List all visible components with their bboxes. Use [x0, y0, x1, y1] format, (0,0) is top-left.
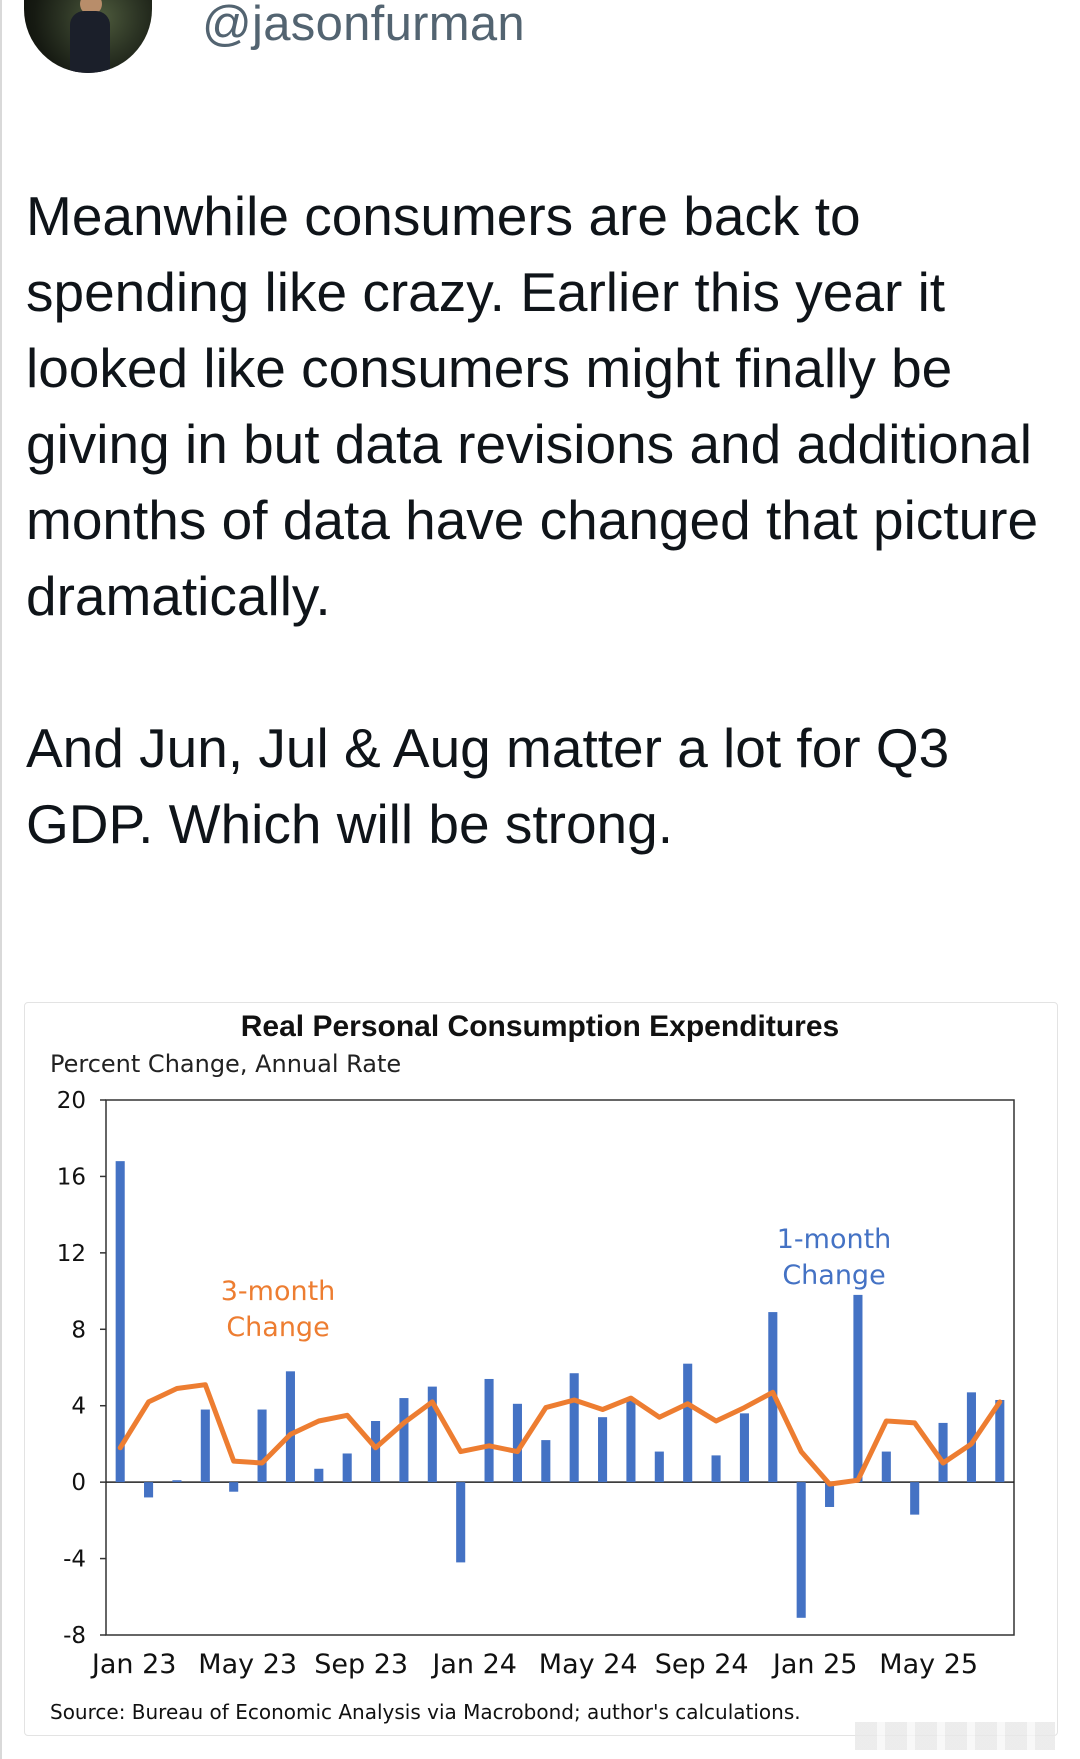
- bar-1month: [938, 1422, 948, 1483]
- annotation-3month: Change: [226, 1312, 329, 1343]
- watermark: [855, 1722, 1055, 1750]
- y-axis-label: Percent Change, Annual Rate: [50, 1050, 402, 1078]
- bar-1month: [598, 1417, 608, 1483]
- bar-1month: [399, 1398, 409, 1483]
- bar-1month: [711, 1455, 721, 1483]
- bar-1month: [427, 1386, 437, 1483]
- bar-1month: [569, 1373, 579, 1483]
- avatar-suit: [70, 11, 110, 73]
- annotation-3month: 3-month: [221, 1276, 336, 1307]
- bar-1month: [739, 1413, 749, 1483]
- bar-1month: [285, 1371, 295, 1483]
- y-tick-label: 16: [57, 1164, 86, 1190]
- bar-1month: [200, 1409, 210, 1483]
- bar-1month: [314, 1468, 324, 1483]
- x-tick-label: May 23: [198, 1649, 297, 1680]
- line-3month: [117, 1382, 1003, 1487]
- x-tick-label: Sep 23: [314, 1649, 408, 1680]
- annotation-1month: Change: [782, 1260, 885, 1291]
- bar-1month: [541, 1440, 551, 1483]
- bar-1month: [853, 1294, 863, 1483]
- y-tick-label: -4: [63, 1547, 86, 1573]
- bar-1month: [115, 1161, 125, 1483]
- x-tick-label: May 25: [879, 1649, 978, 1680]
- bar-1month: [342, 1453, 352, 1483]
- bar-1month: [683, 1363, 693, 1483]
- bar-1month: [257, 1409, 267, 1483]
- bar-1month: [966, 1392, 976, 1483]
- y-tick-label: 4: [71, 1394, 86, 1420]
- tweet-header: @jasonfurman: [24, 0, 525, 90]
- bar-1month: [825, 1482, 835, 1507]
- tweet-paragraph-1: Meanwhile consumers are back to spending…: [26, 185, 1039, 627]
- x-tick-label: Jan 24: [430, 1649, 517, 1680]
- y-tick-label: -8: [63, 1623, 86, 1649]
- bar-1month: [626, 1398, 636, 1483]
- y-tick-label: 8: [71, 1317, 86, 1343]
- bar-1month: [456, 1482, 466, 1563]
- author-handle[interactable]: @jasonfurman: [202, 0, 525, 51]
- y-tick-label: 0: [71, 1470, 86, 1496]
- bar-1month: [484, 1378, 494, 1483]
- y-tick-label: 20: [57, 1088, 86, 1114]
- bar-1month: [229, 1482, 239, 1492]
- x-tick-label: Jan 23: [90, 1649, 177, 1680]
- bar-1month: [172, 1480, 182, 1483]
- y-tick-label: 12: [57, 1241, 86, 1267]
- bar-1month: [995, 1399, 1005, 1483]
- bar-1month: [881, 1451, 891, 1483]
- bar-1month: [144, 1482, 154, 1498]
- bar-1month: [512, 1403, 522, 1483]
- chart-image[interactable]: [24, 1002, 1058, 1736]
- plot-frame: [105, 1099, 1015, 1636]
- tweet-body: Meanwhile consumers are back to spending…: [26, 178, 1066, 862]
- tweet-paragraph-2: And Jun, Jul & Aug matter a lot for Q3 G…: [26, 717, 950, 855]
- x-tick-label: Sep 24: [655, 1649, 749, 1680]
- bar-1month: [654, 1451, 664, 1483]
- bar-1month: [910, 1482, 920, 1515]
- chart-title: Real Personal Consumption Expenditures: [240, 1010, 840, 1043]
- x-tick-label: May 24: [539, 1649, 638, 1680]
- bar-1month: [371, 1421, 381, 1483]
- chart-source: Source: Bureau of Economic Analysis via …: [50, 1700, 801, 1724]
- bar-1month: [796, 1482, 806, 1618]
- x-tick-label: Jan 25: [771, 1649, 858, 1680]
- frame-border: [0, 0, 2, 1759]
- annotation-1month: 1-month: [777, 1224, 892, 1255]
